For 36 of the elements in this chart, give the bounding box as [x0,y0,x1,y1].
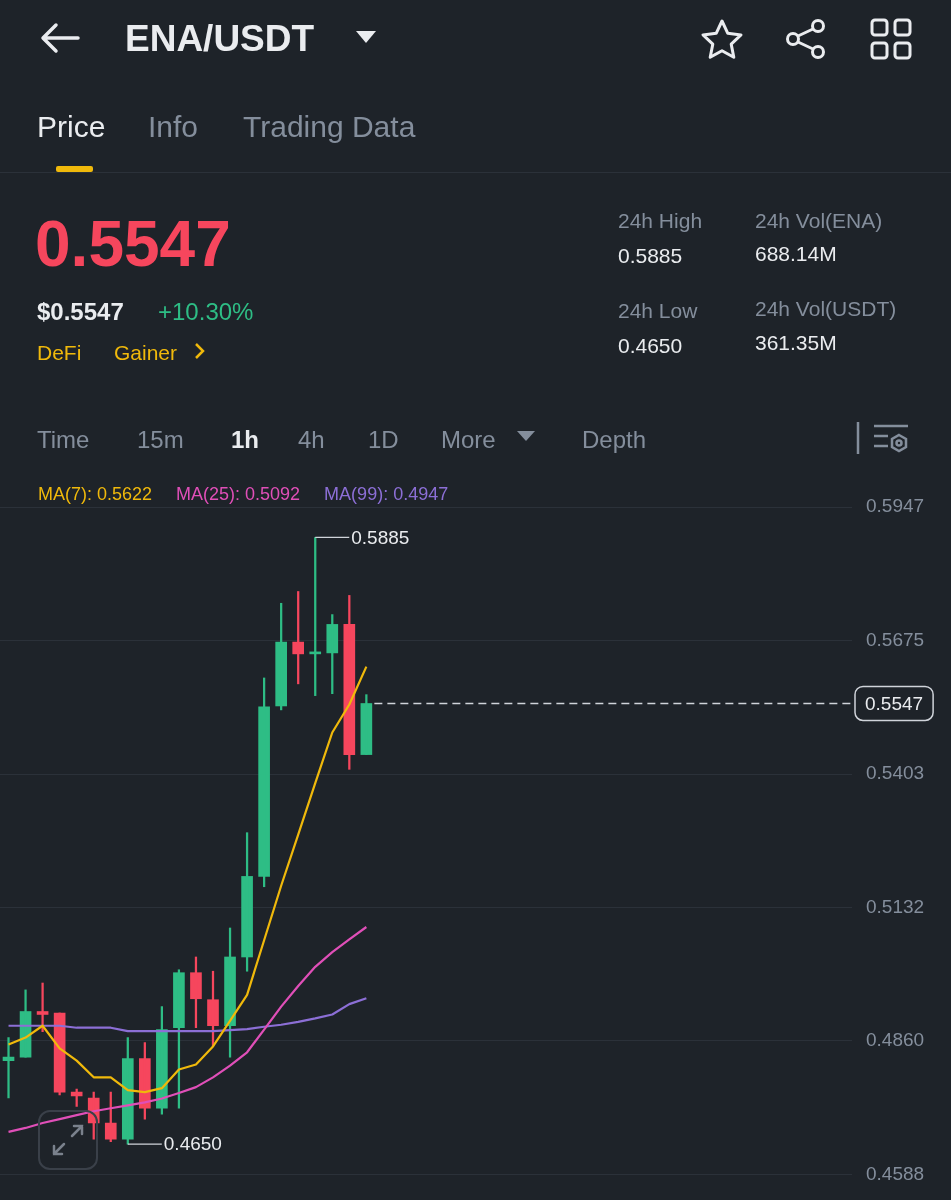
y-tick-label: 0.4860 [866,1029,925,1051]
chart-title: ENA/USDT [125,18,315,59]
text: 15m [137,426,184,453]
text: 24h High [618,209,703,232]
text: DeFi [37,341,82,364]
text: MA(25): 0.5092 [176,483,301,504]
text: MA(7): 0.5622 [38,483,153,504]
text: 0.4650 [618,334,683,357]
text: +10.30% [158,298,254,325]
y-tick-label: 0.5132 [866,895,925,917]
text: 361.35M [755,331,837,354]
text: $0.5547 [37,298,124,325]
text: MA(99): 0.4947 [324,483,449,504]
text: 688.14M [755,242,837,265]
y-tick-label: 0.5403 [866,762,925,784]
text: 24h Vol(ENA) [755,209,883,232]
text: 1D [368,426,399,453]
y-tick-label: 0.5947 [866,495,925,517]
text: 4h [298,426,325,453]
annotation: 0.5885 [351,526,410,548]
y-tick-label: 0.4588 [866,1162,925,1184]
text: Time [37,426,90,453]
y-tick-label: 0.5675 [866,628,925,650]
ref-line-label: 0.5547 [865,692,924,714]
annotation: 0.4650 [163,1133,222,1155]
text: 0.5885 [618,244,683,267]
text: More [441,426,496,453]
text: Price [37,110,106,143]
text: Trading Data [243,110,416,143]
text: 24h Vol(USDT) [755,297,897,320]
text: 24h Low [618,299,698,322]
text: Info [148,110,199,143]
text: Depth [582,426,647,453]
text: 1h [231,426,260,453]
text: Gainer [114,341,178,364]
text: 0.5547 [35,208,231,280]
